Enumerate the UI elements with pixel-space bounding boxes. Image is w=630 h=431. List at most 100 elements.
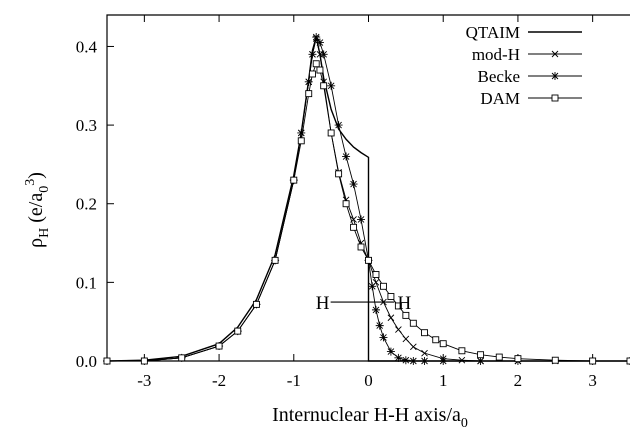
y-tick-label: 0.1 bbox=[76, 273, 97, 292]
data-point bbox=[315, 38, 324, 47]
x-axis-label: Internuclear H-H axis/a0 bbox=[272, 404, 468, 431]
data-point bbox=[495, 353, 503, 361]
y-axis-label-a-subscript: 0 bbox=[37, 186, 52, 193]
data-point bbox=[379, 333, 388, 342]
data-point bbox=[178, 354, 186, 362]
data-point bbox=[409, 357, 418, 365]
series-layer bbox=[103, 33, 630, 365]
data-point bbox=[309, 70, 316, 78]
data-point bbox=[297, 137, 305, 145]
data-point bbox=[476, 357, 485, 365]
y-tick-label: 0.0 bbox=[76, 352, 97, 371]
data-point bbox=[458, 347, 466, 355]
data-point bbox=[297, 128, 306, 137]
data-point bbox=[477, 351, 485, 359]
y-axis-label: ρH (e/a03) bbox=[23, 172, 52, 248]
ticks: -3 -2 -1 0 1 2 3 0.0 0.1 0.2 0.3 0.4 bbox=[76, 15, 597, 390]
y-axis-label-rho: ρ bbox=[25, 238, 47, 248]
data-point bbox=[375, 321, 384, 330]
y-axis-label-close: ) bbox=[25, 172, 47, 179]
data-point bbox=[316, 66, 324, 74]
y-tick-label: 0.3 bbox=[76, 116, 97, 135]
data-point bbox=[401, 356, 410, 365]
data-point bbox=[334, 121, 343, 130]
data-point bbox=[395, 326, 402, 333]
data-point bbox=[312, 33, 321, 42]
data-point bbox=[421, 329, 428, 337]
legend: QTAIM mod-H Becke DAM bbox=[466, 23, 582, 108]
x-tick-label: 3 bbox=[588, 371, 597, 390]
data-point bbox=[386, 347, 395, 356]
x-tick-label: 1 bbox=[439, 371, 448, 390]
data-point bbox=[394, 353, 403, 362]
data-point bbox=[421, 349, 428, 357]
data-point bbox=[387, 293, 395, 300]
data-point bbox=[290, 176, 298, 184]
data-point bbox=[312, 60, 320, 68]
data-point bbox=[432, 336, 440, 344]
data-point bbox=[420, 357, 429, 365]
y-axis-label-a-superscript: 3 bbox=[23, 179, 38, 186]
series-dam bbox=[103, 60, 630, 365]
data-point bbox=[252, 300, 260, 308]
x-tick-label: -2 bbox=[212, 371, 226, 390]
data-point bbox=[215, 342, 223, 350]
x-tick-label: 0 bbox=[364, 371, 373, 390]
data-point bbox=[379, 282, 387, 290]
x-tick-label: -3 bbox=[137, 371, 151, 390]
legend-label: QTAIM bbox=[466, 23, 520, 42]
data-point bbox=[394, 302, 402, 310]
legend-label: mod-H bbox=[472, 45, 520, 64]
data-point bbox=[409, 319, 417, 327]
atom-label-left: H bbox=[316, 293, 330, 314]
data-point bbox=[308, 50, 317, 59]
data-point bbox=[350, 223, 358, 231]
data-point bbox=[357, 243, 365, 251]
data-point bbox=[271, 256, 279, 264]
data-point bbox=[402, 335, 410, 343]
y-tick-label: 0.2 bbox=[76, 195, 97, 214]
data-point bbox=[357, 215, 366, 224]
data-point bbox=[551, 94, 559, 102]
x-axis-label-main: Internuclear H-H axis/a bbox=[272, 404, 461, 426]
data-point bbox=[327, 81, 336, 90]
y-axis-label-open: (e/a bbox=[25, 193, 47, 228]
data-point bbox=[626, 357, 630, 365]
y-tick-label: 0.4 bbox=[76, 37, 98, 56]
x-tick-label: 2 bbox=[514, 371, 523, 390]
atom-label-right: H bbox=[397, 293, 411, 314]
data-point bbox=[551, 356, 559, 364]
data-point bbox=[327, 129, 335, 137]
data-point bbox=[103, 357, 111, 365]
data-point bbox=[402, 311, 410, 319]
data-point bbox=[514, 355, 522, 363]
data-point bbox=[335, 170, 343, 178]
data-point bbox=[589, 357, 597, 365]
data-point bbox=[387, 314, 395, 322]
data-point bbox=[439, 340, 447, 348]
data-point bbox=[458, 356, 466, 364]
legend-label: DAM bbox=[480, 89, 520, 108]
data-point bbox=[319, 50, 328, 59]
data-point bbox=[320, 82, 328, 90]
data-point bbox=[305, 90, 313, 98]
data-point bbox=[365, 256, 372, 264]
legend-label: Becke bbox=[478, 67, 520, 86]
data-point bbox=[368, 282, 377, 291]
data-point bbox=[342, 200, 350, 208]
y-axis-label-rho-subscript: H bbox=[37, 228, 52, 238]
x-tick-label: -1 bbox=[287, 371, 301, 390]
data-point bbox=[349, 180, 358, 189]
data-point bbox=[140, 357, 148, 365]
data-point bbox=[304, 77, 313, 86]
data-point bbox=[371, 305, 380, 314]
data-point bbox=[234, 327, 242, 335]
data-point bbox=[342, 152, 351, 161]
data-point bbox=[551, 50, 559, 58]
data-point bbox=[372, 271, 380, 278]
data-point bbox=[551, 72, 559, 80]
data-point bbox=[410, 343, 417, 351]
x-axis-label-subscript: 0 bbox=[461, 416, 468, 431]
